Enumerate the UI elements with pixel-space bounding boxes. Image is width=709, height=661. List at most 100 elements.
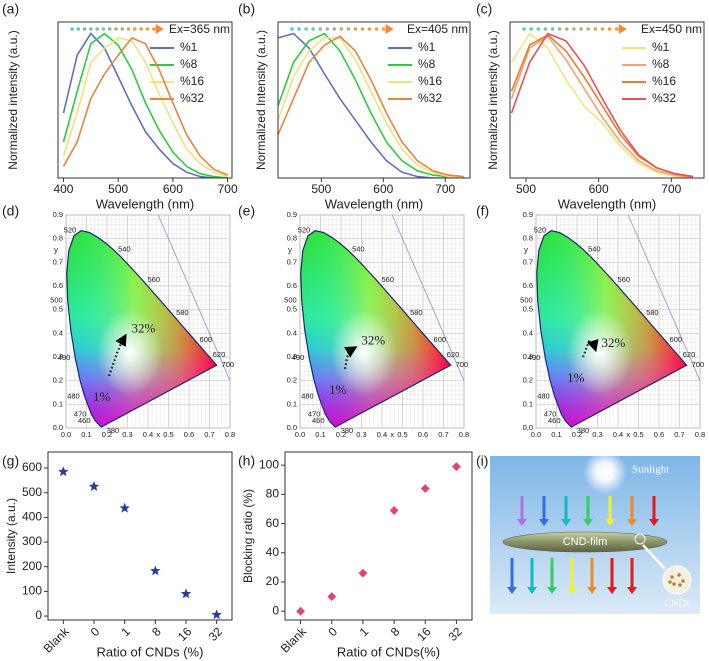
y-tick-label: 60 [266,516,280,530]
data-point [58,466,69,477]
y-tick-label: 0.3 [523,352,533,361]
cnds-label: CNDs [664,598,689,609]
x-tick-label: 0.7 [674,430,684,439]
x-tick-label: 500 [516,182,536,196]
x-tick-label: 0.3 [356,430,366,439]
plot-frame [284,451,473,621]
data-point [150,565,161,576]
y-tick-label: 100 [22,584,42,598]
x-tick-label: 0.6 [184,430,194,439]
x-axis-label: x [626,430,630,439]
x-tick-label: 0.0 [531,430,541,439]
y-tick-label: 0.3 [287,352,297,361]
arrow-head [155,24,164,34]
wavelength-label: 520 [534,226,547,235]
arrow-dot [133,27,137,31]
x-axis-label: Wavelength (nm) [325,196,424,211]
wavelength-label: 480 [301,392,314,401]
arrow-dot [593,27,598,31]
y-tick-label: 0.7 [523,257,533,266]
wavelength-label: 600 [670,335,683,344]
series-line [278,32,464,178]
color-trace [582,338,599,358]
data-point [296,606,306,616]
sunlight-label: Sunlight [632,464,669,476]
arrow-dot [332,27,337,31]
arrow-dot [114,27,118,31]
legend-label: %32 [652,91,676,105]
x-tick-label: 0.4 [377,430,387,439]
wavelength-label: 600 [200,335,213,344]
light-arrow-head [583,519,593,526]
wavelength-label: 580 [646,308,659,317]
wavelength-label: 460 [548,416,561,425]
film-spot [634,533,646,545]
x-tick-label: 32 [206,624,226,644]
arrow-dot [579,27,583,31]
y-tick-label: 500 [22,485,42,499]
light-arrow-head [607,587,617,594]
series-line [510,32,694,178]
x-tick-label: 8 [388,624,403,639]
light-arrow-head [649,519,659,526]
annotation: 32% [131,321,155,336]
wavelength-label: 470 [74,409,87,418]
wavelength-label: 490 [528,353,541,362]
panel-label: (a) [2,1,19,17]
panel-label: (c) [476,1,492,17]
arrow-dot [70,27,74,31]
x-tick-label: 700 [218,182,238,196]
x-tick-label: 0.2 [336,430,346,439]
y-tick-label: 0.0 [53,423,63,432]
panel-label: (i) [476,453,488,469]
x-tick-label: 0.4 [143,430,153,439]
y-tick-label: 0.1 [523,399,533,408]
wavelength-label: 700 [222,360,235,369]
arrow-dot [101,27,106,31]
arrow-dot [346,27,351,31]
gamut-fill [66,230,217,427]
arrow-dot [107,27,112,31]
light-arrow-head [539,519,549,526]
y-tick-label: 0.1 [53,399,63,408]
panel-label: (b) [238,1,255,17]
data-point [180,588,192,599]
wavelength-label: 460 [78,416,91,425]
y-tick-label: 0.0 [287,423,297,432]
x-tick-label: 0.2 [102,430,112,439]
x-tick-label: 700 [435,182,455,196]
arrow-dot [564,27,569,31]
x-tick-label: 0.3 [122,430,132,439]
arrow-dot [529,27,533,31]
arrow-dot [339,27,344,31]
arrow-dot [543,27,548,31]
y-axis-label: Normalized intensity (a.u.) [6,30,20,169]
arrow-dot [360,27,365,31]
y-tick-label: 0.4 [287,328,297,337]
annotation: Ex=405 nm [407,22,468,36]
wavelength-label: 700 [692,360,705,369]
light-arrow-head [605,519,615,526]
x-axis-label: Ratio of CNDs(%) [337,644,440,659]
wavelength-label: 380 [341,426,354,435]
series-line [62,32,228,178]
wavelength-label: 540 [352,244,365,253]
panel-label: (h) [238,453,255,469]
panel-label: (e) [238,203,255,219]
wavelength-label: 580 [410,308,423,317]
arrow-dot [304,27,308,31]
gamut-fill [300,230,451,427]
arrow-dot [318,27,322,31]
arrow-dot [145,27,150,31]
x-tick-label: 0.6 [654,430,664,439]
wavelength-label: 540 [118,244,131,253]
arrow-dot [89,27,93,31]
arrow-dot [550,27,555,31]
x-tick-label: 0 [88,624,103,639]
y-axis-label: y [54,246,58,255]
wavelength-label: 560 [617,275,630,284]
y-tick-label: 0 [272,603,279,617]
arrow-dot [607,27,612,31]
y-tick-label: 0.6 [523,281,533,290]
wavelength-label: 470 [544,409,557,418]
